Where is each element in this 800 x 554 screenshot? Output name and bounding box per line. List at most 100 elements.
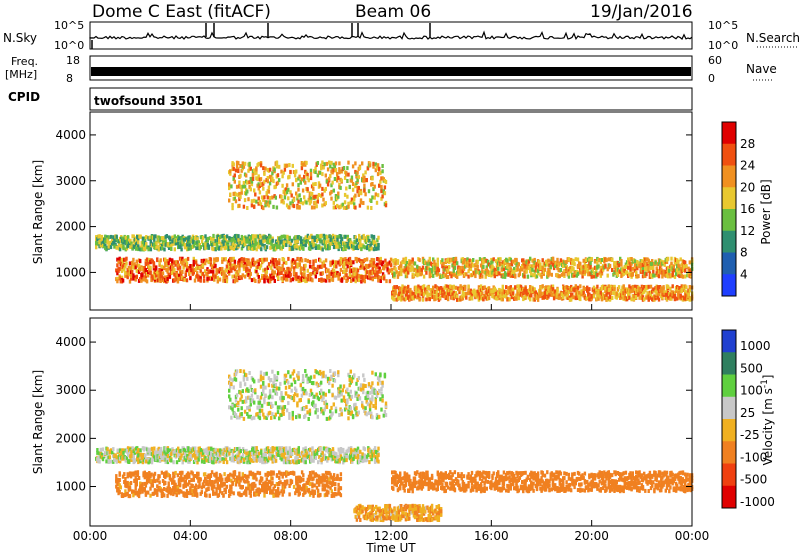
- power-cell-1889: [228, 198, 231, 203]
- power-cell-1870: [385, 279, 388, 284]
- power-cell-3308: [652, 269, 655, 274]
- power-cell-3852: [514, 285, 517, 290]
- power-cell-261: [171, 235, 174, 240]
- power-cell-3101: [588, 258, 591, 263]
- power-cell-536: [253, 244, 256, 249]
- power-cell-1938: [241, 161, 244, 166]
- power-cell-3557: [426, 293, 429, 298]
- power-cell-4055: [574, 284, 577, 289]
- power-cell-949: [116, 257, 119, 262]
- power-cell-2792: [498, 259, 501, 264]
- power-cell-2015: [262, 197, 265, 202]
- power-cell-1618: [308, 259, 312, 264]
- power-cell-1416: [247, 259, 250, 264]
- power-cell-3139: [600, 271, 604, 276]
- power-cell-3283: [645, 272, 648, 277]
- power-cell-3563: [427, 286, 430, 291]
- power-cell-1058: [147, 260, 150, 265]
- power-cell-3050: [573, 273, 576, 278]
- power-cell-2231: [324, 201, 327, 206]
- power-cell-776: [326, 235, 329, 240]
- power-cell-2581: [436, 258, 439, 263]
- power-cell-4106: [590, 293, 593, 298]
- power-cell-1960: [248, 184, 251, 189]
- power-cell-3669: [460, 285, 463, 290]
- power-cell-664: [291, 245, 295, 250]
- power-cell-4177: [612, 291, 615, 296]
- power-cell-2118: [292, 204, 296, 209]
- power-cell-3834: [508, 297, 511, 302]
- power-cell-1916: [235, 184, 239, 189]
- power-cell-2037: [267, 189, 271, 194]
- power-cell-3337: [661, 274, 664, 279]
- freq-unit-label: [MHz]: [5, 68, 37, 81]
- power-cell-3683: [465, 295, 468, 300]
- power-cell-252: [169, 237, 172, 242]
- power-cell-2043: [268, 167, 272, 172]
- power-cell-4282: [643, 285, 646, 289]
- power-cell-1223: [191, 268, 194, 273]
- power-cell-34: [104, 239, 107, 244]
- velocity-cell-302: [184, 448, 188, 453]
- power-cell-2208: [316, 199, 319, 204]
- power-cell-2302: [346, 194, 349, 199]
- power-cell-1173: [175, 272, 178, 277]
- velocity-cell-454: [225, 460, 229, 465]
- power-cell-661: [290, 238, 294, 243]
- power-cell-1656: [324, 258, 328, 263]
- power-colorbar-segment-4: [722, 209, 736, 232]
- power-cell-1879: [388, 279, 392, 284]
- power-cell-4386: [673, 293, 677, 298]
- power-cell-2219: [321, 172, 324, 177]
- power-cell-225: [161, 246, 164, 250]
- power-cell-4189: [615, 292, 618, 297]
- power-cell-2198: [314, 170, 317, 174]
- power-cell-890: [359, 243, 362, 248]
- power-cell-1800: [364, 263, 368, 268]
- power-cell-487: [240, 246, 244, 251]
- power-cell-297: [183, 243, 187, 248]
- power-cell-4239: [630, 297, 633, 302]
- power-cell-258: [170, 246, 173, 251]
- power-cell-1392: [240, 257, 243, 261]
- power-cell-825: [339, 244, 343, 249]
- power-cell-1304: [215, 257, 218, 262]
- power-cell-119: [129, 238, 132, 243]
- velocity-cell-35: [107, 459, 110, 464]
- power-cell-2388: [372, 164, 375, 169]
- power-cell-142: [136, 234, 139, 239]
- power-cell-1458: [263, 257, 266, 262]
- power-cell-3221: [628, 259, 631, 264]
- power-cell-2328: [354, 205, 357, 210]
- power-cell-2704: [474, 267, 477, 272]
- velocity-cell-107: [130, 449, 133, 453]
- power-cell-2829: [508, 256, 511, 261]
- power-cell-3861: [516, 284, 519, 289]
- velocity-cell-262: [173, 452, 176, 457]
- power-cell-1393: [241, 273, 244, 278]
- power-cell-4332: [657, 292, 661, 297]
- power-cell-1135: [166, 259, 169, 264]
- power-cell-2184: [310, 191, 314, 196]
- power-cell-3599: [438, 295, 442, 300]
- power-cell-2186: [310, 184, 314, 189]
- power-cell-1886: [389, 263, 393, 268]
- power-cell-405: [216, 234, 220, 239]
- power-cell-2220: [321, 160, 324, 165]
- velocity-cell-188: [151, 450, 155, 455]
- power-cell-2223: [321, 186, 324, 191]
- power-cell-1508: [277, 268, 280, 273]
- power-cell-365: [204, 245, 207, 250]
- power-cell-2256: [332, 205, 335, 210]
- power-cell-1897: [231, 206, 234, 211]
- power-cell-1014: [134, 277, 137, 282]
- power-cell-2938: [540, 274, 543, 279]
- power-cell-2960: [548, 268, 551, 273]
- power-cell-2407: [379, 170, 382, 175]
- power-cell-2823: [506, 258, 509, 263]
- power-cell-3027: [567, 271, 571, 276]
- power-cell-2141: [299, 200, 302, 205]
- power-cell-3061: [576, 271, 580, 276]
- power-cell-1799: [364, 274, 368, 279]
